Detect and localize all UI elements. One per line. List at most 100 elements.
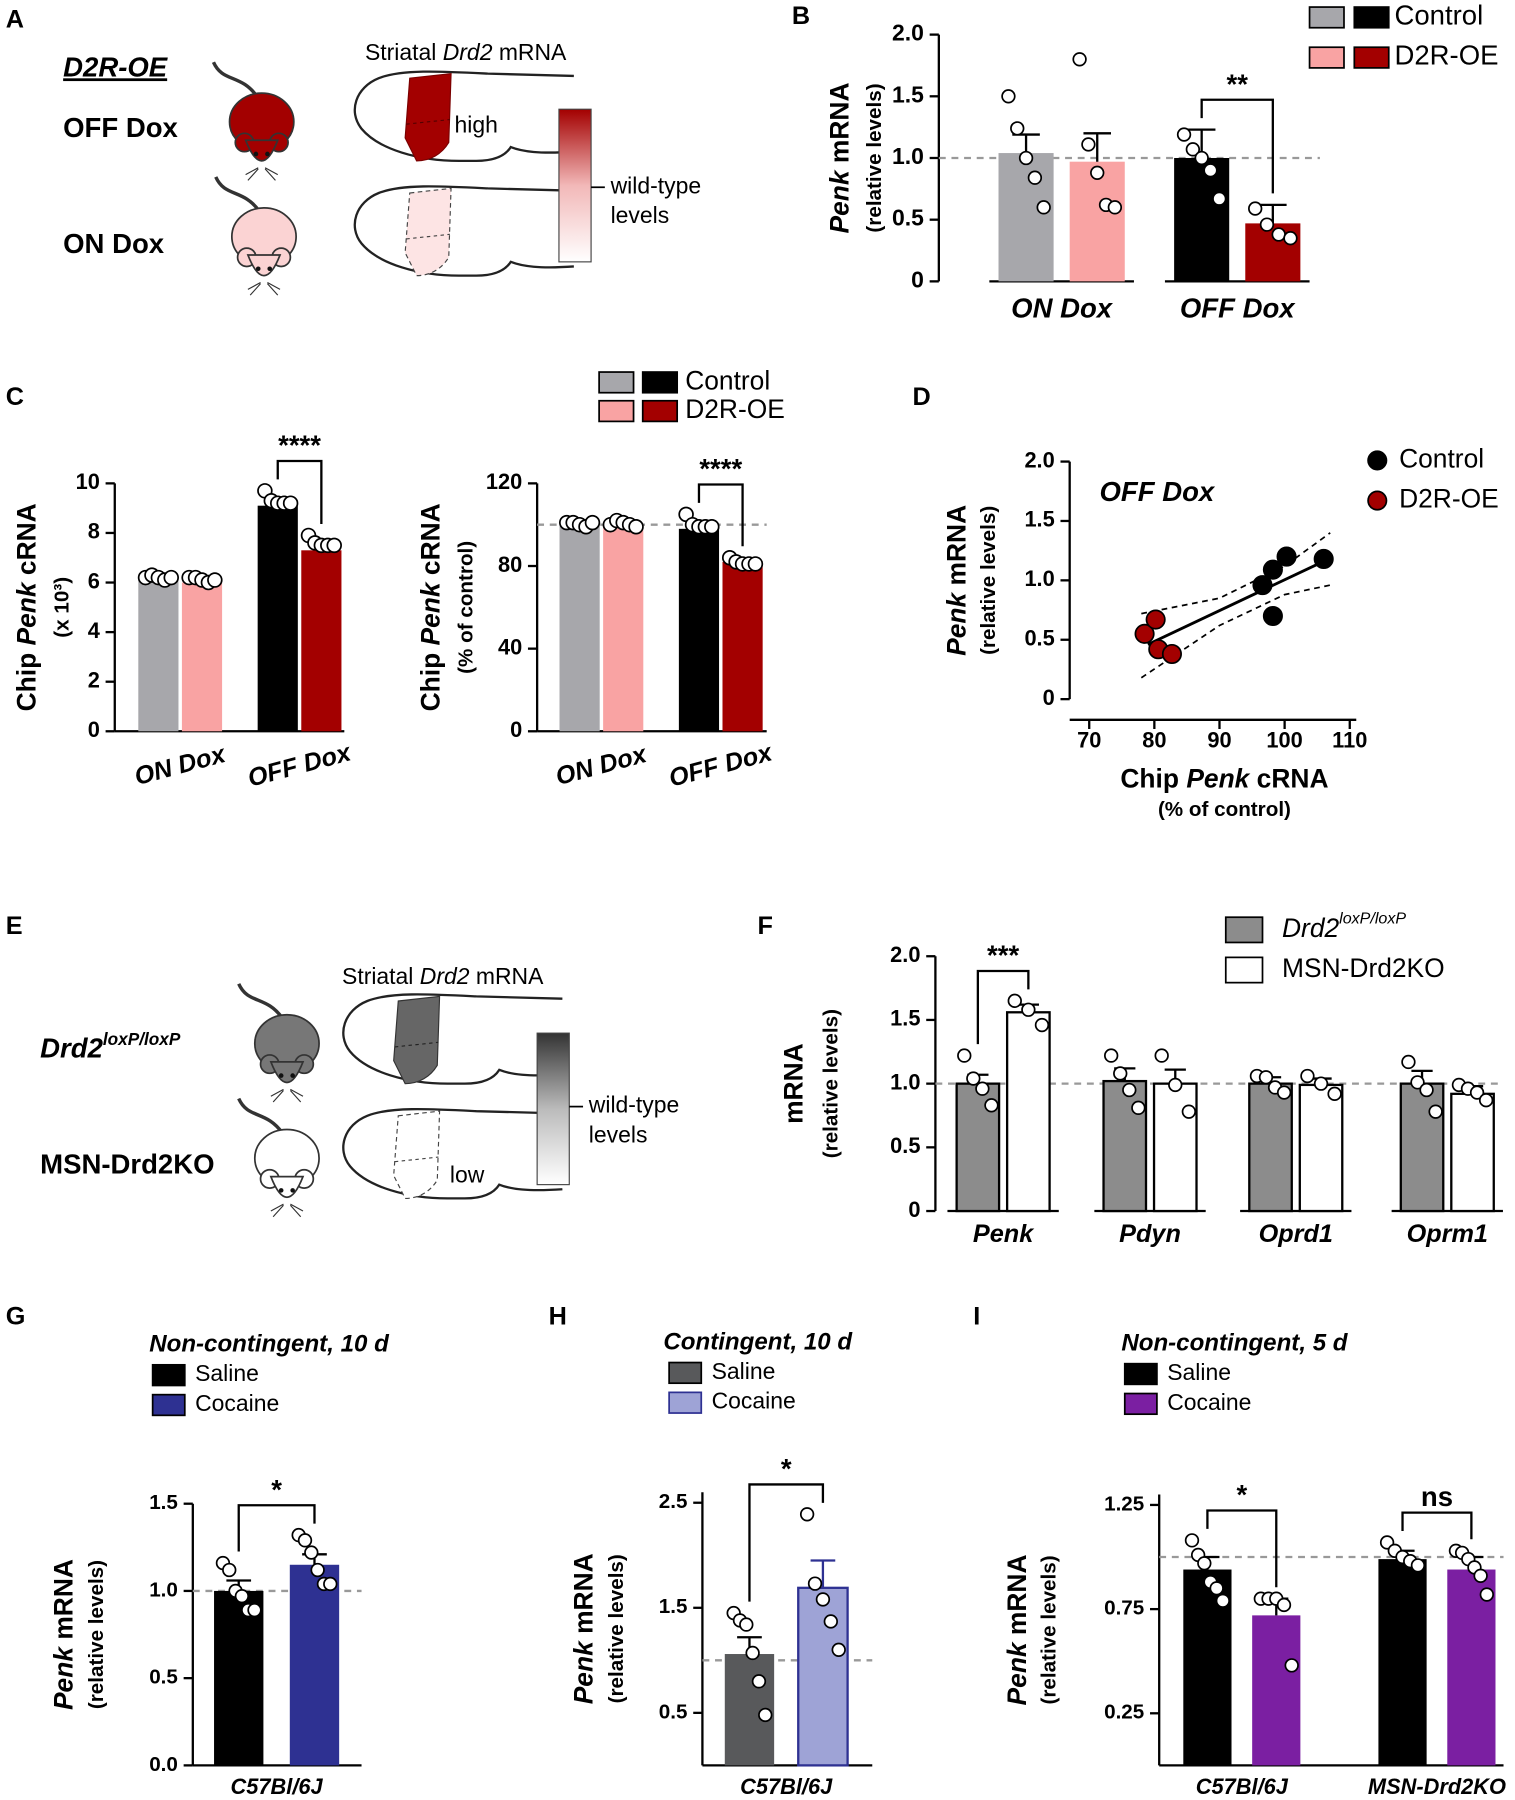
- bar: [1174, 157, 1230, 282]
- x-tick-label: Oprd1: [1259, 1220, 1333, 1248]
- label-part: mRNA: [568, 1553, 598, 1641]
- x-tick-label: 100: [1266, 727, 1302, 752]
- legend-swatch: [1353, 46, 1390, 69]
- bar: [1447, 1569, 1496, 1766]
- bar: [214, 1590, 264, 1766]
- x-tick-label: Pdyn: [1119, 1220, 1181, 1248]
- condition-sup: loxP/loxP: [103, 1029, 181, 1049]
- y-tick-label: 0.5: [890, 1133, 920, 1158]
- data-point: [1419, 1082, 1434, 1098]
- data-point: [1104, 1048, 1119, 1063]
- brain: [353, 185, 576, 277]
- y-tick-label: 6: [88, 568, 100, 593]
- legend-marker: [1367, 450, 1388, 471]
- data-point: [966, 1071, 981, 1086]
- bar: [1248, 1082, 1293, 1213]
- data-point: [1107, 200, 1123, 215]
- data-point: [1479, 1587, 1494, 1602]
- bar: [998, 153, 1054, 282]
- y-tick-label: 4: [88, 618, 100, 643]
- y-tick-label: 0.5: [149, 1666, 178, 1689]
- legend-name: Cocaine: [712, 1388, 796, 1414]
- band-upper: [1141, 532, 1331, 615]
- data-point: [1181, 1104, 1197, 1119]
- x-tick-label: 80: [1142, 727, 1166, 752]
- significance-bracket: [976, 969, 1030, 1045]
- error-bar: [1083, 132, 1111, 162]
- scale-label: wild-type: [588, 1092, 680, 1118]
- bar: [722, 561, 763, 732]
- y-tick-label: 1.5: [659, 1595, 688, 1618]
- significance-bracket: [1401, 1511, 1473, 1540]
- data-point: [758, 1707, 773, 1723]
- mouse-icon: [237, 1096, 321, 1219]
- data-point: [799, 1507, 815, 1522]
- label-part: mRNA: [941, 505, 971, 593]
- data-point: [282, 495, 299, 511]
- data-point: [1478, 1093, 1494, 1108]
- data-point: [1262, 559, 1283, 580]
- data-point: [1313, 1076, 1329, 1091]
- significance-label: ns: [1421, 1481, 1453, 1512]
- y-tick-label: 0: [88, 717, 100, 742]
- data-point: [1252, 575, 1273, 596]
- data-point: [1212, 191, 1227, 206]
- y-tick-label: 0.5: [1024, 626, 1054, 651]
- data-point: [1168, 1077, 1183, 1093]
- bar: [603, 524, 644, 732]
- data-point: [1276, 1597, 1292, 1613]
- data-point: [1259, 217, 1275, 232]
- legend-label: Cocaine: [1167, 1389, 1251, 1415]
- data-point: [234, 1588, 250, 1604]
- significance-label: ****: [699, 453, 742, 484]
- y-axis-label: Chip Penk cRNA: [12, 503, 42, 711]
- data-point: [297, 1533, 313, 1548]
- panel-label: H: [549, 1302, 567, 1330]
- data-point: [975, 1081, 990, 1096]
- significance-bracket: [276, 459, 323, 524]
- significance-bracket: [697, 483, 744, 547]
- data-point: [984, 1098, 999, 1113]
- data-point: [1001, 89, 1016, 104]
- header-part: Striatal: [342, 963, 420, 989]
- bar: [559, 522, 600, 732]
- label-part: cRNA: [1249, 764, 1328, 794]
- condition-label: Drd2loxP/loxP: [40, 1029, 181, 1064]
- significance-label: *: [271, 1474, 282, 1505]
- y-axis-label: Penk mRNA: [941, 505, 971, 656]
- bar: [678, 528, 720, 732]
- data-point: [831, 1642, 846, 1657]
- legend-name: Cocaine: [1167, 1389, 1251, 1415]
- data-point: [1161, 643, 1182, 665]
- legend-label: MSN-Drd2KO: [1282, 953, 1445, 983]
- legend-swatch: [641, 371, 679, 394]
- scale-label: wild-type: [610, 172, 702, 198]
- y-tick-label: 1.25: [1104, 1492, 1144, 1515]
- bar: [301, 550, 342, 732]
- y-tick-label: 1.0: [892, 143, 924, 169]
- legend-label: Control: [1399, 443, 1484, 473]
- bar: [181, 582, 223, 732]
- x-tick-label: OFF Dox: [666, 738, 776, 793]
- data-point: [1209, 1581, 1224, 1596]
- legend-swatch: [1308, 6, 1345, 29]
- data-point: [1176, 127, 1192, 142]
- data-point: [1010, 121, 1025, 136]
- data-point: [628, 519, 644, 535]
- y-axis-sublabel: (relative levels): [820, 1009, 843, 1158]
- scale-label: levels: [589, 1121, 648, 1147]
- condition-label: ON Dox: [63, 228, 165, 259]
- y-tick-label: 8: [88, 519, 100, 544]
- header: Striatal Drd2 mRNA: [342, 963, 544, 989]
- x-tick-label: OFF Dox: [245, 738, 355, 793]
- error-bar: [810, 1559, 836, 1588]
- legend-swatch: [598, 399, 635, 423]
- label-part: mRNA: [1002, 1554, 1032, 1642]
- x-tick-label: ON Dox: [1011, 292, 1114, 323]
- y-tick-label: 0.5: [892, 205, 924, 231]
- y-tick-label: 1.0: [890, 1069, 920, 1094]
- bar: [1298, 1083, 1344, 1213]
- legend-swatch: [641, 399, 679, 423]
- y-tick-label: 2.5: [659, 1490, 688, 1513]
- y-axis-label: Chip Penk cRNA: [416, 503, 446, 711]
